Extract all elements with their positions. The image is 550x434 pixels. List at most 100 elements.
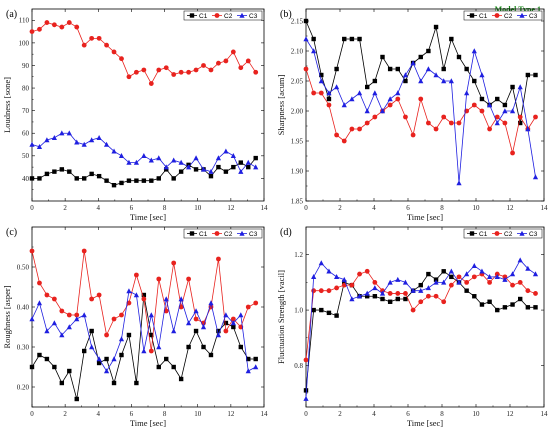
panel-d-series-C3-point (479, 268, 485, 274)
panel-d-ylabel: Fluctuation Strength [vacil] (276, 270, 286, 364)
panel-c-legend (183, 228, 263, 239)
panel-d-series-C2-point (372, 279, 378, 285)
panel-b-series-C1-point (387, 66, 393, 72)
panel-c-series-C2-point (216, 256, 221, 262)
panel-a-legend-marker-C1 (189, 13, 195, 18)
panel-b-series-C3-point (464, 90, 470, 96)
panel-b-series-C3-point (509, 108, 516, 114)
panel-c-series-C1-point (67, 368, 72, 374)
panel-d-series-C2-point (334, 285, 339, 291)
panel-a-series-C3-point (29, 141, 35, 147)
panel-b-series-C1-point (464, 66, 469, 72)
panel-d-series-C1-point (495, 307, 500, 313)
panel-d-series-C1-point (502, 305, 508, 310)
panel-c-legend-marker-C2 (214, 231, 220, 236)
panel-b-series-C3-point (479, 72, 485, 78)
panel-d-series-C3-point (418, 287, 424, 293)
panel-c-series-C1-point (246, 356, 251, 362)
panel-b-series-C1-point (495, 96, 500, 102)
panel-b-series-C3-point (364, 108, 370, 114)
panel-a-series-C3-point (163, 164, 169, 170)
panel-b-series-C2-point (510, 150, 515, 156)
panel-c-series-C2-point (29, 248, 35, 254)
panel-c-series-C2-point (193, 316, 199, 322)
panel-a-series-C3-point (171, 157, 177, 163)
panel-a-series-C2-point (104, 42, 109, 48)
panel-b-series-C2-point (387, 102, 393, 108)
panel-a-series-C3-point (44, 137, 50, 143)
panel-c-series-C2-point (245, 304, 251, 310)
panel-d-series-C1-point (395, 296, 400, 302)
panel-b-series-C1-point (403, 78, 408, 84)
panel-d-series-C3-point (502, 276, 508, 282)
panel-d-series-C1-point (418, 282, 423, 288)
panel-b-series-C3-point (456, 180, 462, 186)
panel-a-series-C2-point (126, 74, 132, 80)
panel-d-series-C2-point (464, 279, 470, 285)
panel-c-series-C1-point (171, 364, 176, 370)
panel-a-series-C3-point (156, 155, 162, 161)
panel-b-series-C1-point (502, 102, 508, 108)
panel-d-xtick-label: 8 (440, 410, 444, 418)
panel-c-xtick-label: 10 (194, 410, 202, 418)
panel-d-series-C3-point (379, 290, 386, 296)
panel-a-series-C1-point (82, 176, 87, 181)
panel-b-frame (305, 8, 545, 202)
panel-c-series-C2-point (104, 332, 109, 338)
panel-a-ytick-label: 90 (22, 62, 30, 70)
panel-a-ytick-label: 40 (22, 175, 30, 183)
panel-d-series-C2-point (326, 288, 332, 294)
panel-a-series-C2-point (201, 63, 206, 68)
panel-a-series-C2-point (208, 67, 214, 73)
panel-b-legend-marker-C1 (469, 13, 475, 18)
panel-d-series-C1-point (518, 296, 523, 302)
panel-d-series-C1-point (472, 294, 477, 299)
panel-d-series-C2-point (303, 357, 309, 363)
panel-b-legend-marker-C2 (494, 13, 500, 18)
panel-b-series-C1-point (303, 18, 309, 24)
panel-b-series-C1-point (479, 96, 485, 102)
panel-b-series-C2-point (403, 114, 408, 120)
panel-d-series-C3-point (387, 279, 393, 285)
panel-c-series-C1-point (208, 352, 214, 358)
panel-d-series-C2-point (471, 274, 477, 280)
panel-a-series-C2-point (134, 69, 139, 75)
panel-d-series-C1-point (342, 280, 347, 285)
panel-c-series-C2-point (163, 308, 169, 314)
panel-d-series-C1-point (487, 299, 492, 304)
panel-c-xtick-label: 14 (261, 410, 269, 418)
panel-a-series-C2-point (186, 69, 192, 75)
panel-a-series-C3-point (230, 153, 236, 159)
panel-a-label: (a) (6, 9, 17, 20)
panel-a-series-C2-point (156, 67, 162, 73)
panel-c-series-C3-point (253, 364, 259, 370)
panel-a-series-C1-point (59, 167, 65, 172)
panel-a-series-C2-point (44, 20, 50, 25)
panel-a-series-C3-point (238, 168, 244, 174)
panel-c-series-C3-point (193, 308, 199, 314)
panel-a-series-C3-point (66, 130, 72, 136)
panel-c-series-C1-point (126, 332, 132, 338)
panel-b-ylabel: Sharpness [acum] (276, 75, 286, 136)
panel-a-series-C1-point (216, 164, 221, 170)
panel-b-series-C1-point (441, 66, 446, 72)
panel-c-legend-label-C1: C1 (199, 231, 208, 238)
panel-c-ytick-label: 0.50 (17, 263, 30, 271)
panel-a-series-C2-point (230, 49, 236, 55)
panel-c-series-C1-point (134, 380, 139, 386)
panel-a-series-C3-point (253, 164, 259, 170)
panel-a-series-C1-point (29, 176, 35, 181)
panel-b-series-C1-point (311, 36, 316, 42)
panel-c-series-C1-line (31, 294, 256, 400)
panel-d-series-C1-point (464, 288, 469, 293)
panel-d-series-C2-point (311, 288, 317, 294)
panel-c-series-C2-point (81, 248, 87, 254)
panel-d-series-C2-point (410, 307, 416, 313)
panel-c-series-C3-line (31, 290, 256, 372)
panel-a-series-C3-point (245, 159, 251, 165)
panel-d-series-C3-point (311, 274, 317, 280)
panel-d-series-C3-point (341, 276, 347, 282)
panel-a-series-C1-point (164, 167, 169, 172)
panel-d-series-C3-point (318, 260, 324, 266)
panel-d-ytick-label: 1.2 (294, 251, 303, 259)
